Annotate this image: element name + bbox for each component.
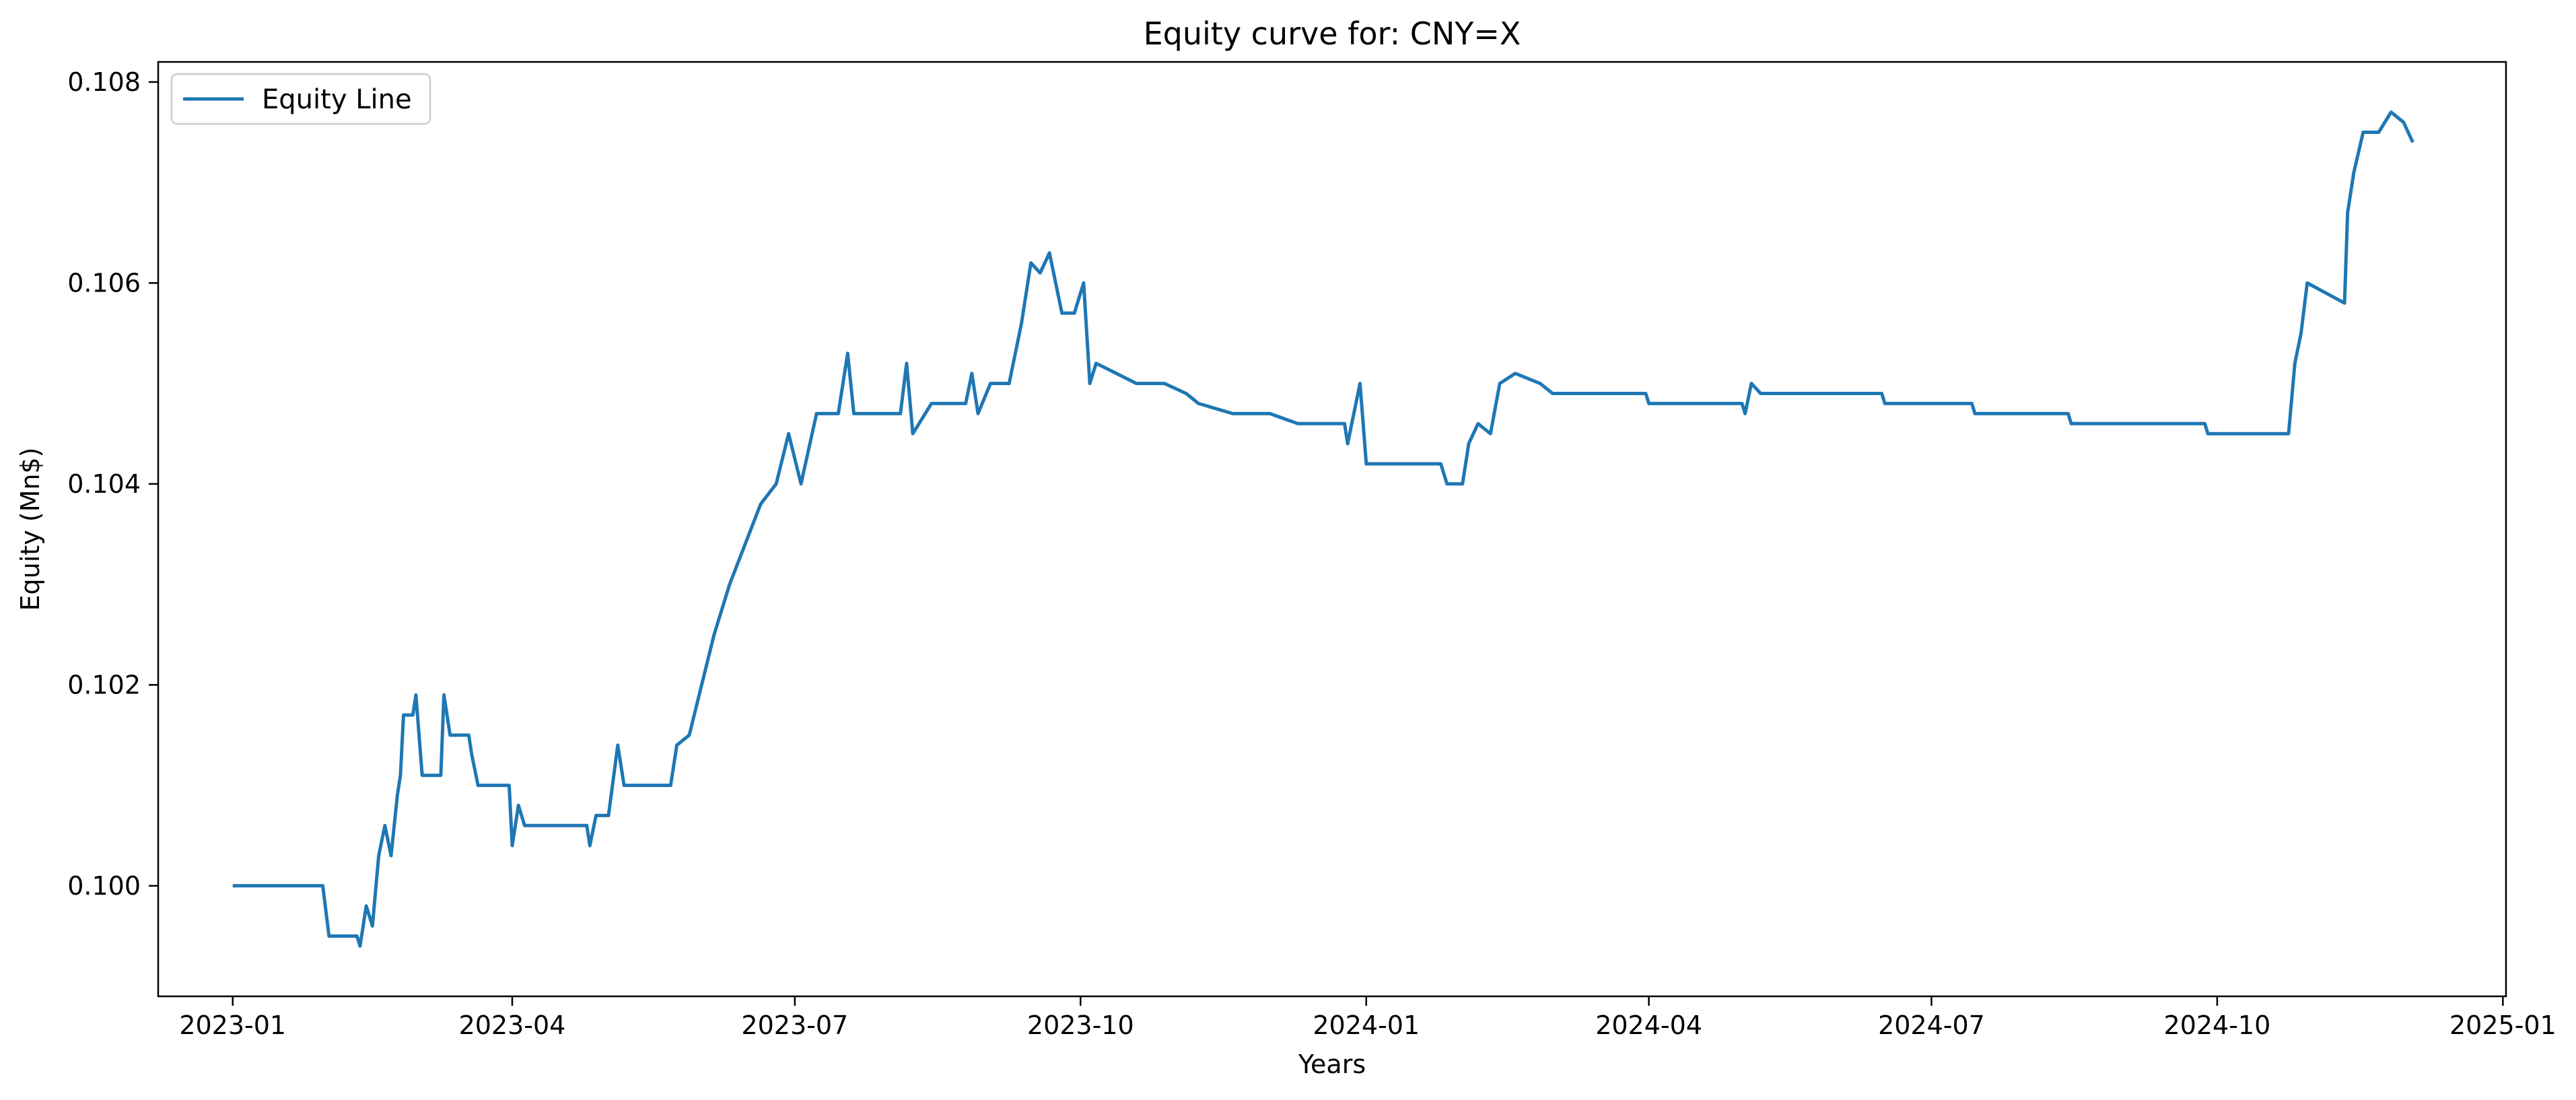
legend-box bbox=[170, 73, 431, 125]
y-tick-label: 0.104 bbox=[67, 469, 141, 499]
x-tick-label: 2023-01 bbox=[179, 1010, 286, 1040]
x-tick-label: 2023-04 bbox=[459, 1010, 566, 1040]
x-tick-label: 2023-10 bbox=[1027, 1010, 1134, 1040]
legend: Equity Line bbox=[170, 73, 431, 125]
x-tick-label: 2025-01 bbox=[2449, 1010, 2556, 1040]
x-tick-label: 2024-07 bbox=[1878, 1010, 1985, 1040]
series-layer bbox=[232, 110, 2414, 948]
y-axis-ticks: 0.100 0.102 0.104 0.106 0.108 bbox=[67, 67, 158, 901]
y-tick-label: 0.106 bbox=[67, 268, 141, 298]
y-axis-label: Equity (Mn$) bbox=[15, 448, 45, 611]
y-tick-label: 0.102 bbox=[67, 670, 141, 699]
x-tick-label: 2024-10 bbox=[2164, 1010, 2271, 1040]
legend-label-equity-line: Equity Line bbox=[262, 84, 412, 115]
y-tick-label: 0.100 bbox=[67, 871, 141, 901]
series-line-equity bbox=[232, 110, 2414, 948]
chart-title: Equity curve for: CNY=X bbox=[1144, 15, 1521, 52]
axes-frame bbox=[157, 61, 2507, 998]
y-tick-label: 0.108 bbox=[67, 67, 141, 97]
x-tick-label: 2024-04 bbox=[1595, 1010, 1702, 1040]
x-axis-label: Years bbox=[1298, 1050, 1366, 1079]
x-tick-label: 2024-01 bbox=[1313, 1010, 1420, 1040]
x-axis-ticks: 2023-01 2023-04 2023-07 2023-10 2024-01 2024-… bbox=[179, 996, 2556, 1040]
x-tick-label: 2023-07 bbox=[741, 1010, 848, 1040]
